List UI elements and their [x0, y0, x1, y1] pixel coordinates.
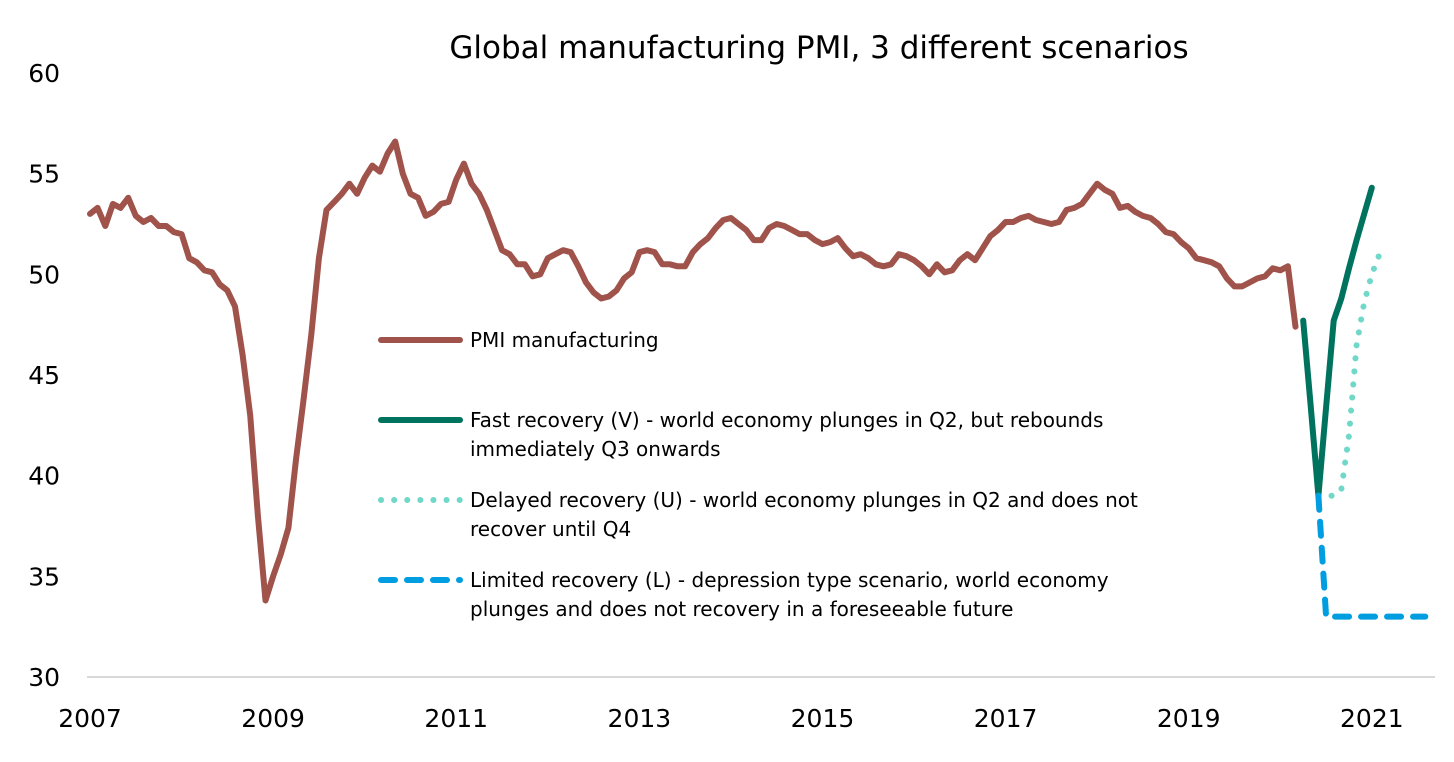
x-tick-label: 2013	[608, 704, 672, 733]
x-tick-label: 2007	[58, 704, 122, 733]
legend-item: PMI manufacturing	[378, 328, 659, 352]
legend-label: immediately Q3 onwards	[470, 437, 721, 461]
y-tick-label: 50	[28, 260, 60, 289]
x-tick-label: 2015	[791, 704, 855, 733]
y-tick-label: 30	[28, 663, 60, 692]
series-line-fast-v	[1300, 184, 1375, 499]
legend-label: Fast recovery (V) - world economy plunge…	[470, 408, 1103, 432]
legend-label: recover until Q4	[470, 517, 631, 541]
x-tick-label: 2021	[1340, 704, 1404, 733]
y-tick-label: 35	[28, 562, 60, 591]
y-tick-label: 55	[28, 160, 60, 189]
y-tick-label: 45	[28, 361, 60, 390]
y-tick-label: 60	[28, 59, 60, 88]
legend-item: Limited recovery (L) - depression type s…	[378, 568, 1109, 621]
x-axis: 2007 2009 2011 2013 2015 2017 2019 2021	[58, 704, 1403, 733]
legend-item: Fast recovery (V) - world economy plunge…	[378, 408, 1103, 461]
x-tick-label: 2011	[424, 704, 488, 733]
series-line-delayed-u	[1315, 251, 1383, 499]
legend-label: Limited recovery (L) - depression type s…	[470, 568, 1109, 592]
legend: PMI manufacturing Fast recovery (V) - wor…	[378, 328, 1138, 621]
y-axis: 30 35 40 45 50 55 60	[28, 59, 60, 692]
x-tick-label: 2019	[1157, 704, 1221, 733]
x-tick-label: 2009	[241, 704, 305, 733]
series-line-limited-l	[1315, 492, 1429, 620]
legend-label: plunges and does not recovery in a fores…	[470, 597, 1013, 621]
y-tick-label: 40	[28, 462, 60, 491]
chart-title: Global manufacturing PMI, 3 different sc…	[449, 30, 1188, 66]
legend-item: Delayed recovery (U) - world economy plu…	[378, 488, 1138, 541]
x-tick-label: 2017	[974, 704, 1038, 733]
series-group	[87, 138, 1429, 620]
legend-label: Delayed recovery (U) - world economy plu…	[470, 488, 1138, 512]
legend-label: PMI manufacturing	[470, 328, 659, 352]
series-line-pmi-line	[87, 138, 1299, 604]
